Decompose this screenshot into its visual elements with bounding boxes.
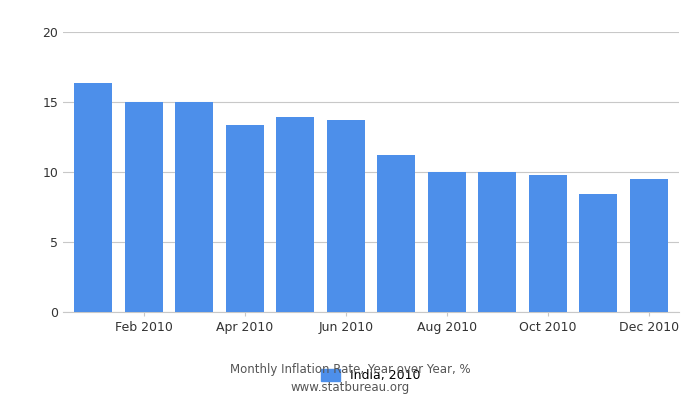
Bar <box>528 175 567 312</box>
Text: Monthly Inflation Rate, Year over Year, %: Monthly Inflation Rate, Year over Year, … <box>230 364 470 376</box>
Bar <box>478 172 516 312</box>
Bar <box>276 117 314 312</box>
Bar <box>428 172 466 312</box>
Bar <box>226 125 264 312</box>
Bar <box>630 180 668 312</box>
Bar <box>175 102 214 312</box>
Bar <box>74 83 112 312</box>
Legend: India, 2010: India, 2010 <box>321 369 421 382</box>
Text: www.statbureau.org: www.statbureau.org <box>290 382 410 394</box>
Bar <box>327 120 365 312</box>
Bar <box>125 102 162 312</box>
Bar <box>377 154 415 312</box>
Bar <box>580 194 617 312</box>
